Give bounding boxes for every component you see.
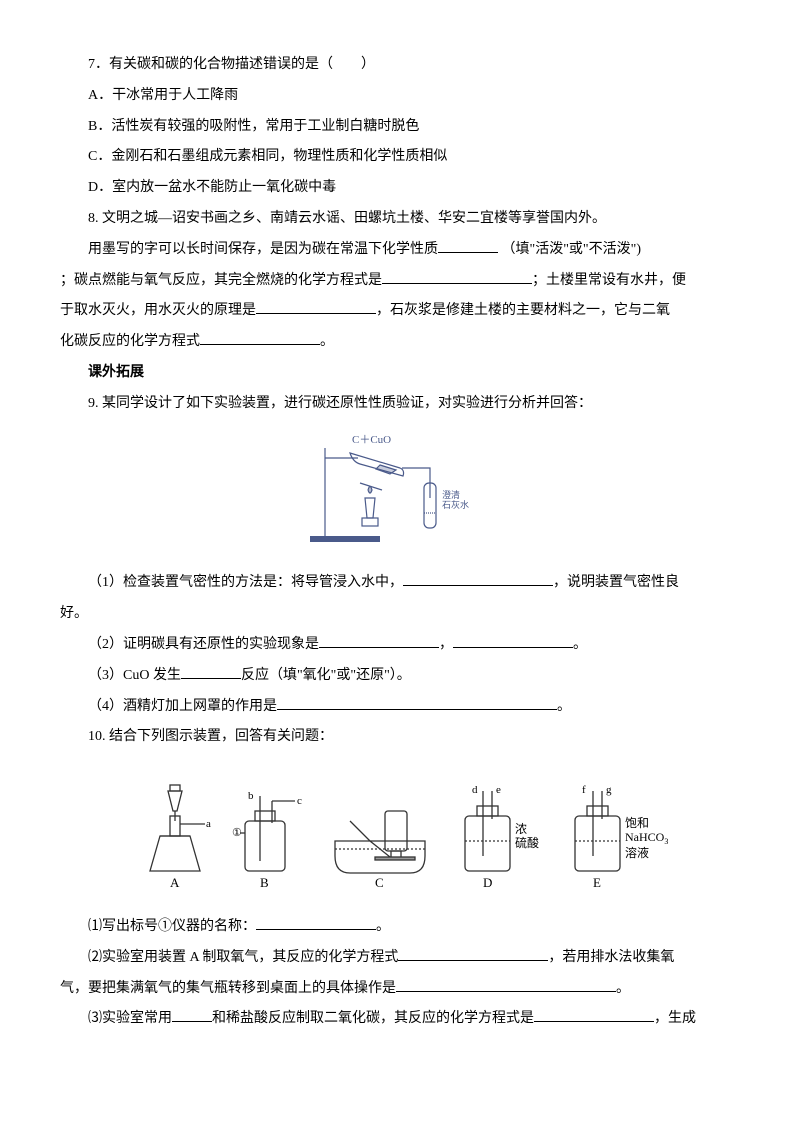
q8-l3b: ；土楼里常设有水井，便 (532, 273, 686, 288)
q7-option-b: B．活性炭有较强的吸附性，常用于工业制白糖时脱色 (60, 112, 740, 143)
q10-p2d: 。 (616, 981, 630, 996)
blank (200, 330, 320, 345)
q10-p1a: ⑴写出标号①仪器的名称： (88, 919, 256, 934)
q9-p2: （2）证明碳具有还原性的实验现象是 ， 。 (60, 630, 740, 661)
label-c: c (297, 795, 302, 807)
q9-figure: C＋CuO 澄清石灰水 (60, 428, 740, 561)
blank (256, 915, 376, 930)
q10-p1b: 。 (376, 919, 390, 934)
q9-p1b: ，说明装置气密性良 (553, 575, 679, 590)
q8-l2b: （填"活泼"或"不活泼") (502, 242, 642, 257)
q8-line3: ；碳点燃能与氧气反应，其完全燃烧的化学方程式是 ；土楼里常设有水井，便 (60, 266, 740, 297)
q10-stem: 10. 结合下列图示装置，回答有关问题： (60, 722, 740, 753)
section-heading: 课外拓展 (60, 358, 740, 389)
q10-p3: ⑶实验室常用 和稀盐酸反应制取二氧化碳，其反应的化学方程式是 ，生成 (60, 1004, 740, 1035)
q8-l2a: 用墨写的字可以长时间保存，是因为碳在常温下化学性质 (88, 242, 438, 257)
q10-p2b: ，若用排水法收集氧 (548, 950, 674, 965)
q8-l5a: 化碳反应的化学方程式 (60, 334, 200, 349)
q8-l4a: 于取水灭火，用水灭火的原理是 (60, 303, 256, 318)
blank (534, 1007, 654, 1022)
blank (256, 299, 376, 314)
blank (396, 977, 616, 992)
q10-p3c: ，生成 (654, 1011, 696, 1026)
label-b: b (248, 790, 254, 802)
q9-p4a: （4）酒精灯加上网罩的作用是 (88, 699, 277, 714)
q9-p2c: 。 (573, 637, 587, 652)
blank (438, 238, 498, 253)
label-g: g (606, 784, 612, 796)
blank (398, 946, 548, 961)
q9-p1: （1）检查装置气密性的方法是：将导管浸入水中， ，说明装置气密性良 (60, 568, 740, 599)
q10-figure: a A b ① c B (60, 761, 740, 904)
q8-l5b: 。 (320, 334, 334, 349)
q8-line1: 8. 文明之城—诏安书画之乡、南靖云水谣、田螺坑土楼、华安二宜楼等享誉国内外。 (60, 204, 740, 235)
q9-fig-side: 澄清石灰水 (442, 489, 469, 510)
label-A: A (170, 875, 180, 890)
q10-p3a: ⑶实验室常用 (88, 1011, 172, 1026)
blank (172, 1007, 212, 1022)
text-E1: 饱和 (625, 815, 649, 830)
q9-p1c: 好。 (60, 599, 740, 630)
q7-option-a: A．干冰常用于人工降雨 (60, 81, 740, 112)
q9-fig-label: C＋CuO (352, 434, 391, 446)
blank (277, 695, 557, 710)
label-B: B (260, 875, 269, 890)
q9-p4: （4）酒精灯加上网罩的作用是 。 (60, 692, 740, 723)
label-e: e (496, 784, 501, 796)
q10-p2: ⑵实验室用装置 A 制取氧气，其反应的化学方程式 ，若用排水法收集氧 (60, 943, 740, 974)
q9-p2a: （2）证明碳具有还原性的实验现象是 (88, 637, 319, 652)
label-f: f (582, 784, 586, 796)
q9-stem: 9. 某同学设计了如下实验装置，进行碳还原性性质验证，对实验进行分析并回答： (60, 389, 740, 420)
page: 7．有关碳和碳的化合物描述错误的是（ ） A．干冰常用于人工降雨 B．活性炭有较… (0, 0, 800, 1132)
label-E: E (593, 875, 601, 890)
blank (403, 571, 553, 586)
label-d: d (472, 784, 478, 796)
q9-p3a: （3）CuO 发生 (88, 668, 181, 683)
q8-l4b: ，石灰浆是修建土楼的主要材料之一，它与二氧 (376, 303, 670, 318)
q10-p1: ⑴写出标号①仪器的名称： 。 (60, 912, 740, 943)
q7-option-d: D．室内放一盆水不能防止一氧化碳中毒 (60, 173, 740, 204)
text-D1: 浓 (515, 822, 527, 836)
q9-p2b: ， (439, 637, 453, 652)
blank (319, 633, 439, 648)
q9-p3: （3）CuO 发生 反应（填"氧化"或"还原"）。 (60, 661, 740, 692)
q10-p3b: 和稀盐酸反应制取二氧化碳，其反应的化学方程式是 (212, 1011, 534, 1026)
q7-stem: 7．有关碳和碳的化合物描述错误的是（ ） (60, 50, 740, 81)
q7-option-c: C．金刚石和石墨组成元素相同，物理性质和化学性质相似 (60, 142, 740, 173)
q10-p2c-line: 气，要把集满氧气的集气瓶转移到桌面上的具体操作是 。 (60, 974, 740, 1005)
text-E2: NaHCO3 (625, 830, 668, 846)
q8-line2: 用墨写的字可以长时间保存，是因为碳在常温下化学性质 （填"活泼"或"不活泼") (60, 235, 740, 266)
blank (181, 664, 241, 679)
q8-line5: 化碳反应的化学方程式 。 (60, 327, 740, 358)
label-a: a (206, 818, 211, 830)
q9-p1a: （1）检查装置气密性的方法是：将导管浸入水中， (88, 575, 403, 590)
blank (453, 633, 573, 648)
text-D2: 硫酸 (515, 835, 539, 850)
label-D: D (483, 875, 492, 890)
q9-p3b: 反应（填"氧化"或"还原"）。 (241, 668, 411, 683)
q10-p2c: 气，要把集满氧气的集气瓶转移到桌面上的具体操作是 (60, 981, 396, 996)
text-E3: 溶液 (625, 845, 649, 860)
q9-p4b: 。 (557, 699, 571, 714)
blank (382, 269, 532, 284)
label-C: C (375, 875, 384, 890)
q8-l3a: ；碳点燃能与氧气反应，其完全燃烧的化学方程式是 (60, 273, 382, 288)
q10-p2a: ⑵实验室用装置 A 制取氧气，其反应的化学方程式 (88, 950, 398, 965)
q8-line4: 于取水灭火，用水灭火的原理是 ，石灰浆是修建土楼的主要材料之一，它与二氧 (60, 296, 740, 327)
